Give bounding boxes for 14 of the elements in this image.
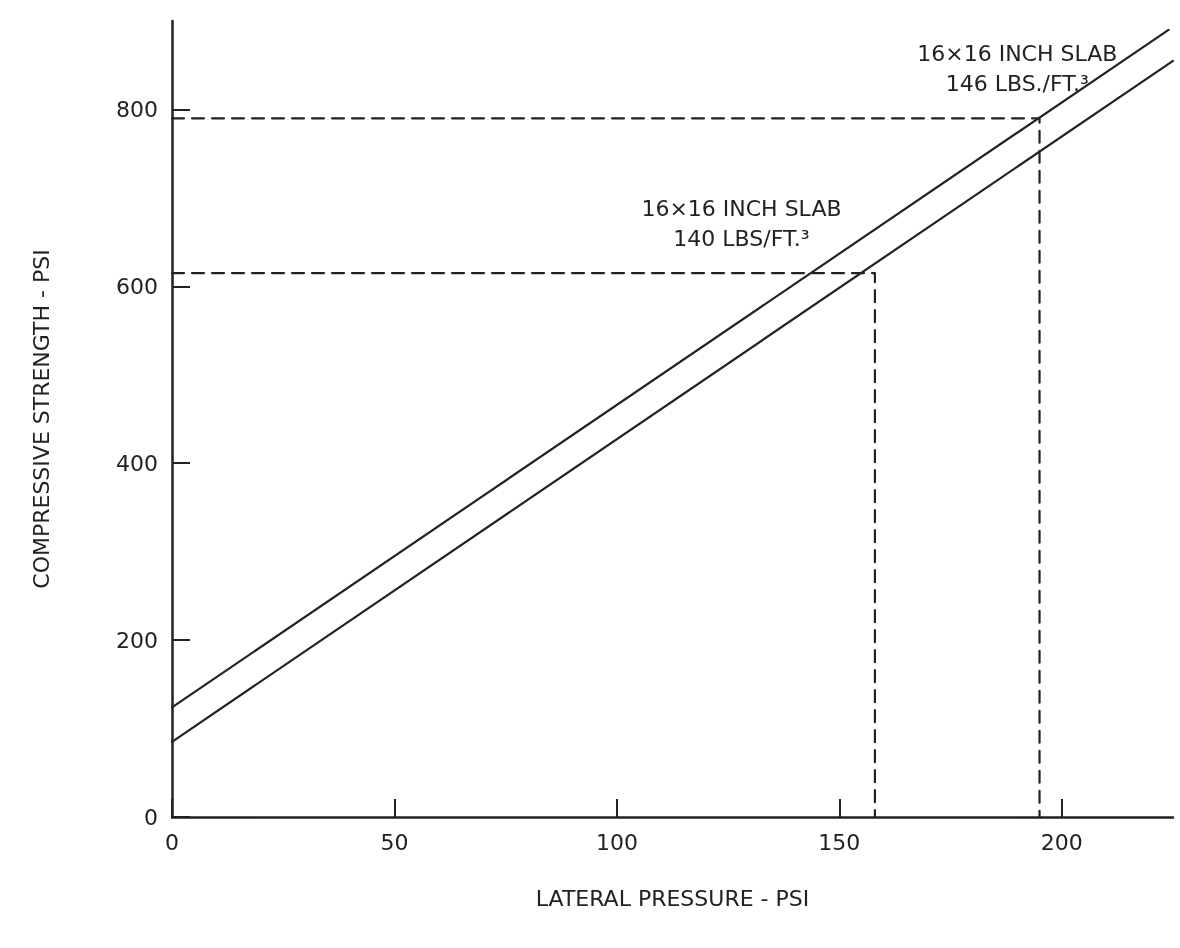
y-tick-label: 400 (116, 450, 158, 476)
x-tick-label: 200 (1040, 829, 1083, 855)
x-tick-label: 150 (818, 829, 861, 855)
y-axis-title: COMPRESSIVE STRENGTH - PSI (28, 249, 54, 589)
x-axis-title: LATERAL PRESSURE - PSI (535, 885, 810, 911)
annotation: 16×16 INCH SLAB 140 LBS/FT.³ (641, 195, 842, 251)
y-tick-label: 0 (144, 804, 158, 830)
x-tick-label: 0 (165, 829, 179, 855)
x-tick-label: 50 (380, 829, 409, 855)
y-tick-label: 800 (116, 96, 158, 122)
y-tick-label: 600 (116, 273, 158, 299)
annotation: 16×16 INCH SLAB 146 LBS./FT.³ (917, 40, 1118, 96)
x-tick-label: 100 (595, 829, 638, 855)
y-tick-label: 200 (116, 627, 158, 653)
